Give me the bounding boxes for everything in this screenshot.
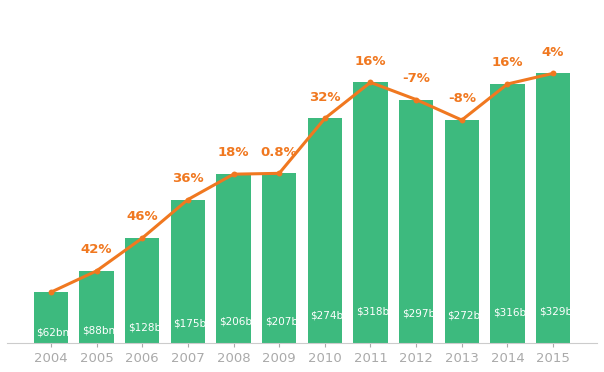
Point bbox=[548, 70, 558, 76]
Text: 4%: 4% bbox=[542, 46, 564, 58]
Text: 36%: 36% bbox=[172, 172, 204, 185]
Text: $297bn: $297bn bbox=[402, 309, 442, 319]
Point bbox=[503, 81, 512, 87]
Point bbox=[92, 268, 101, 274]
Bar bbox=[171, 199, 205, 343]
Text: 32%: 32% bbox=[309, 91, 341, 104]
Bar bbox=[216, 174, 251, 343]
Bar bbox=[34, 292, 68, 343]
Bar bbox=[79, 271, 114, 343]
Bar bbox=[490, 84, 525, 343]
Point bbox=[457, 117, 467, 123]
Text: $175bn: $175bn bbox=[173, 319, 213, 329]
Point bbox=[320, 115, 330, 121]
Text: $62bn: $62bn bbox=[36, 328, 69, 338]
Bar bbox=[536, 73, 570, 343]
Bar bbox=[353, 82, 388, 343]
Text: $329bn: $329bn bbox=[539, 306, 579, 316]
Text: $206bn: $206bn bbox=[219, 316, 259, 326]
Text: $88bn: $88bn bbox=[82, 326, 115, 336]
Text: 18%: 18% bbox=[218, 147, 249, 160]
Text: $207bn: $207bn bbox=[265, 316, 304, 326]
Text: -7%: -7% bbox=[402, 72, 430, 85]
Bar bbox=[307, 118, 342, 343]
Point bbox=[229, 171, 239, 177]
Point bbox=[365, 79, 375, 85]
Bar bbox=[262, 173, 297, 343]
Point bbox=[46, 289, 56, 295]
Text: $318bn: $318bn bbox=[356, 307, 396, 317]
Text: 42%: 42% bbox=[81, 243, 112, 256]
Point bbox=[183, 196, 193, 202]
Bar bbox=[399, 100, 433, 343]
Text: -8%: -8% bbox=[448, 92, 476, 105]
Point bbox=[274, 170, 284, 176]
Text: $316bn: $316bn bbox=[493, 307, 533, 317]
Text: 46%: 46% bbox=[126, 210, 158, 223]
Bar bbox=[125, 238, 159, 343]
Text: $272bn: $272bn bbox=[448, 311, 487, 321]
Bar bbox=[445, 120, 479, 343]
Text: $128bn: $128bn bbox=[128, 323, 167, 333]
Text: 0.8%: 0.8% bbox=[261, 145, 298, 158]
Point bbox=[137, 235, 147, 241]
Text: 16%: 16% bbox=[355, 55, 386, 68]
Text: 16%: 16% bbox=[492, 56, 523, 69]
Point bbox=[411, 97, 421, 103]
Text: $274bn: $274bn bbox=[310, 311, 350, 321]
